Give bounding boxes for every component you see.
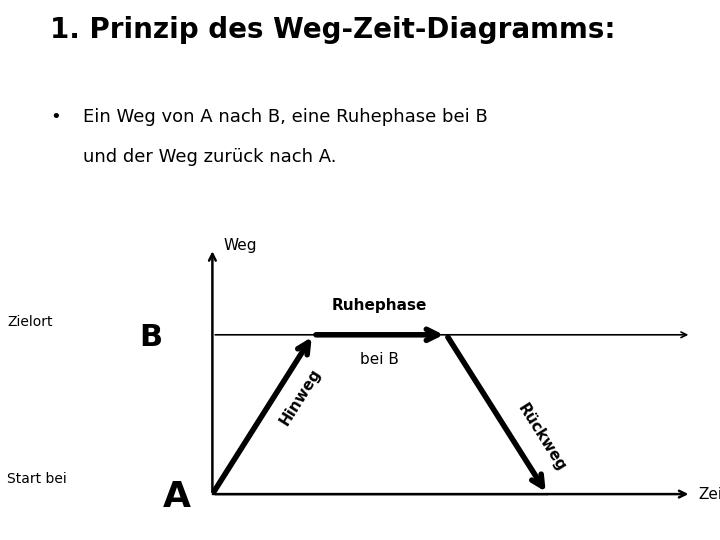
Text: Zielort: Zielort bbox=[7, 315, 53, 329]
Text: 1. Prinzip des Weg-Zeit-Diagramms:: 1. Prinzip des Weg-Zeit-Diagramms: bbox=[50, 16, 616, 44]
Text: Start bei: Start bei bbox=[7, 472, 67, 486]
Text: Rückweg: Rückweg bbox=[515, 401, 569, 474]
Text: bei B: bei B bbox=[361, 352, 399, 367]
Text: Weg: Weg bbox=[223, 238, 257, 253]
Text: Ruhephase: Ruhephase bbox=[332, 298, 428, 313]
Text: •: • bbox=[50, 108, 61, 126]
Text: Hinweg: Hinweg bbox=[277, 366, 324, 428]
Text: Zeit: Zeit bbox=[698, 487, 720, 502]
Text: und der Weg zurück nach A.: und der Weg zurück nach A. bbox=[83, 148, 336, 166]
Text: Ein Weg von A nach B, eine Ruhephase bei B: Ein Weg von A nach B, eine Ruhephase bei… bbox=[83, 108, 487, 126]
Text: B: B bbox=[140, 323, 163, 352]
Text: A: A bbox=[163, 480, 190, 514]
